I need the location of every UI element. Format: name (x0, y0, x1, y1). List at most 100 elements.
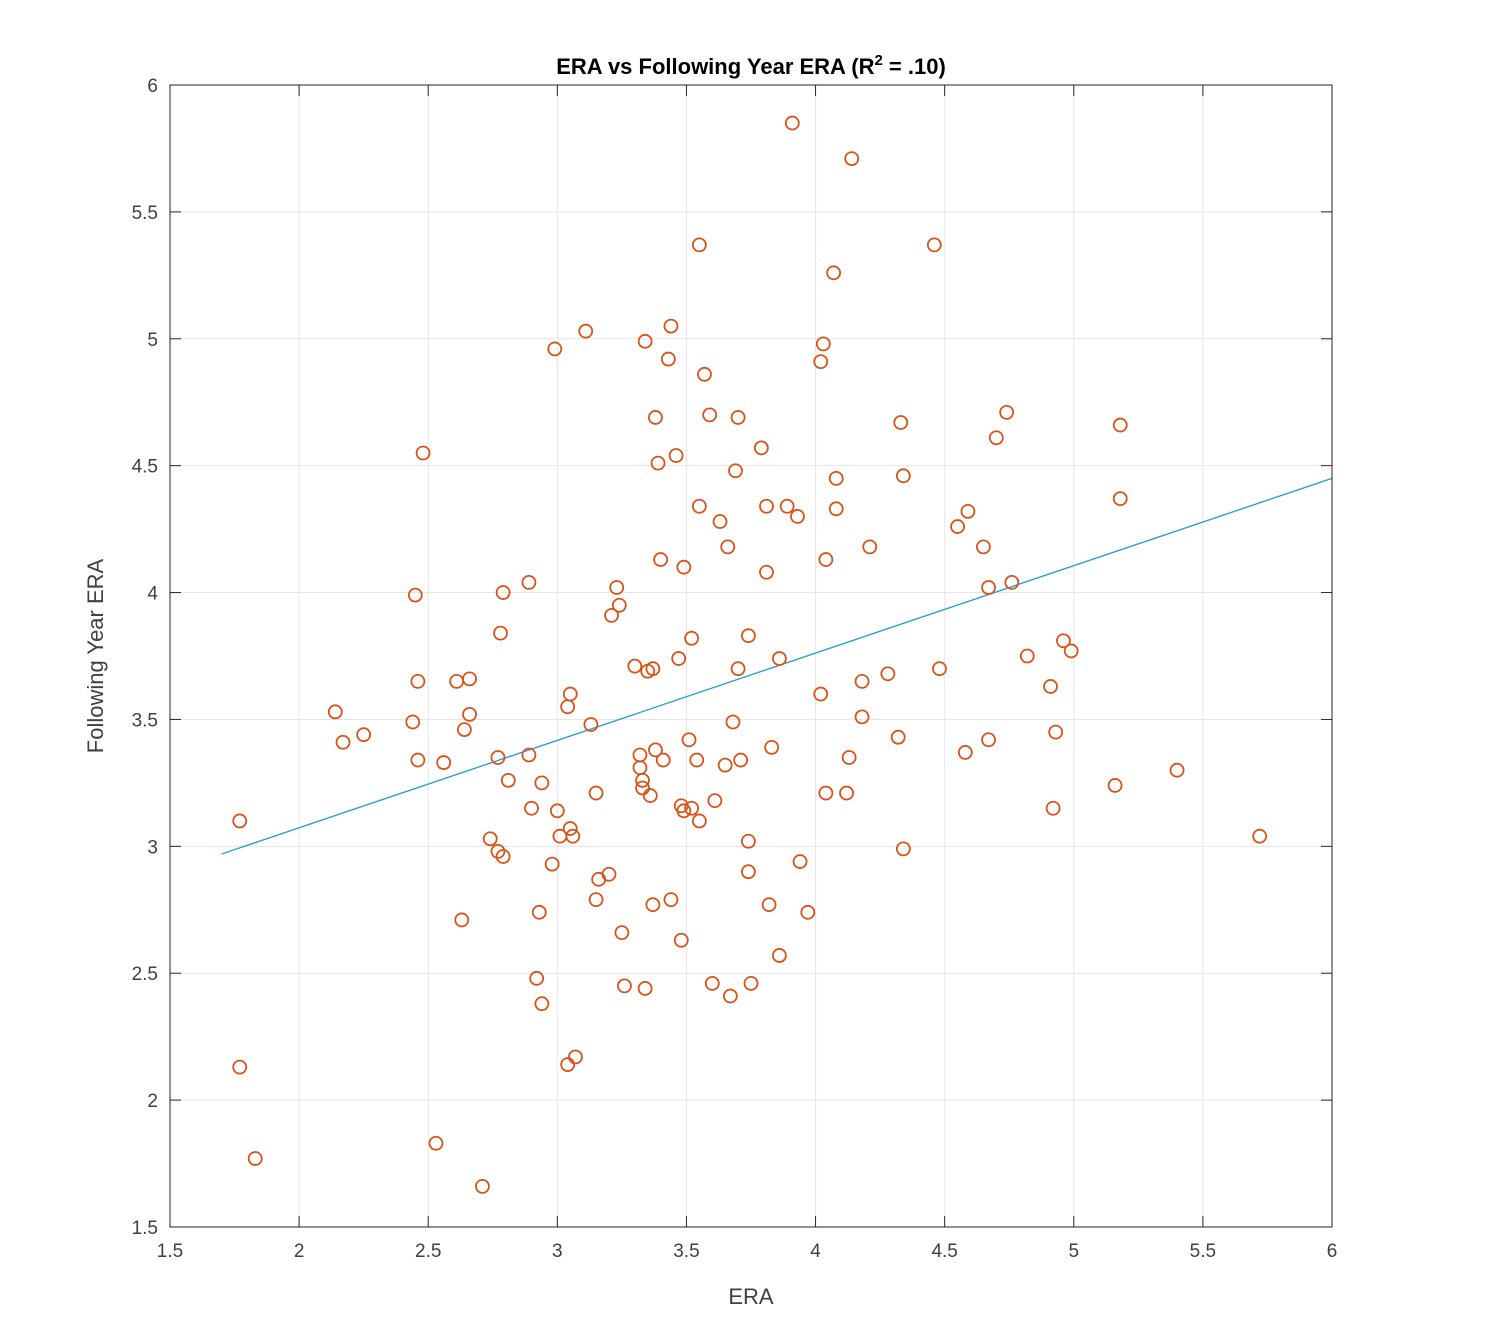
data-point (759, 498, 774, 514)
data-point (356, 727, 372, 743)
data-point (562, 686, 578, 702)
chart-title-main: ERA vs Following Year ERA (R (556, 54, 874, 79)
data-point (583, 717, 599, 732)
data-point (890, 729, 906, 745)
data-point (454, 912, 470, 928)
data-point (544, 856, 560, 872)
data-point (668, 448, 684, 463)
data-point (1252, 828, 1268, 844)
data-point (854, 709, 870, 725)
fit-line-layer (221, 477, 1333, 855)
data-point (663, 318, 679, 334)
x-tick-label: 1.5 (157, 1241, 183, 1262)
data-point (632, 747, 648, 763)
data-point (957, 745, 973, 760)
data-point (410, 673, 426, 689)
data-point (844, 151, 860, 166)
data-point (410, 752, 426, 768)
y-tick-label: 4 (147, 584, 158, 605)
data-point (521, 575, 537, 590)
data-point (327, 704, 343, 720)
data-point (784, 115, 800, 131)
data-point (893, 415, 909, 430)
x-tick-labels: 1.5 2 2.5 3 3.5 4 4.5 5 5.5 6 (157, 1241, 1338, 1262)
regression-fit-line (221, 477, 1333, 855)
data-point (560, 1057, 576, 1072)
data-point (462, 671, 477, 687)
data-point (642, 788, 658, 803)
data-point (232, 1059, 248, 1075)
data-point (632, 760, 648, 776)
data-point (880, 666, 896, 682)
data-point (717, 757, 733, 773)
data-point (743, 975, 759, 991)
data-point (1019, 648, 1035, 664)
data-point (565, 828, 581, 844)
y-axis-title: Following Year ERA (83, 558, 108, 753)
y-tick-label: 2.5 (132, 964, 158, 985)
data-point (1107, 778, 1123, 793)
data-point (813, 354, 829, 370)
data-point (671, 651, 687, 666)
data-point (601, 866, 617, 882)
data-point (988, 430, 1004, 446)
data-point (697, 366, 712, 382)
data-point (617, 978, 632, 994)
points-layer (232, 115, 1268, 1194)
data-point (841, 750, 857, 765)
data-point (1112, 491, 1128, 507)
data-point (428, 1135, 444, 1151)
data-point (691, 498, 707, 514)
data-point (660, 351, 676, 367)
data-point (753, 440, 769, 456)
ticks (169, 84, 1333, 1228)
y-tick-label: 5.5 (132, 203, 158, 224)
data-point (733, 752, 749, 768)
data-point (839, 785, 854, 801)
data-point (684, 800, 700, 816)
data-point (730, 410, 746, 425)
chart-title: ERA vs Following Year ERA (R2 = .10) (556, 52, 946, 79)
data-point (960, 503, 976, 519)
data-point (854, 673, 870, 689)
data-point (531, 904, 547, 920)
data-point (637, 333, 653, 349)
data-point (405, 714, 421, 730)
x-tick-label: 5.5 (1190, 1241, 1216, 1262)
data-point (663, 892, 679, 908)
data-point (818, 552, 834, 567)
data-point (707, 793, 723, 809)
data-point (1004, 575, 1020, 590)
data-point (562, 821, 578, 836)
data-point (635, 780, 650, 796)
data-point (895, 841, 911, 857)
data-point (981, 732, 996, 748)
chart-title-superscript: 2 (874, 52, 882, 69)
data-point (493, 625, 508, 641)
data-point (702, 407, 718, 423)
chart-title-end: = .10) (883, 54, 946, 79)
data-point (691, 813, 707, 829)
data-point (495, 849, 511, 864)
data-point (1043, 679, 1058, 694)
data-point (712, 514, 728, 529)
data-point (950, 519, 965, 534)
data-point (490, 844, 506, 859)
data-point (741, 864, 756, 880)
data-point (524, 800, 539, 816)
data-point (676, 559, 692, 575)
data-point (534, 775, 550, 791)
data-point (568, 1049, 583, 1065)
x-axis-title: ERA (728, 1284, 774, 1309)
x-tick-label: 5 (1068, 1241, 1079, 1262)
x-tick-label: 6 (1327, 1241, 1338, 1262)
data-point (611, 597, 627, 613)
x-tick-label: 3 (552, 1241, 563, 1262)
data-point (800, 904, 816, 920)
data-point (247, 1151, 263, 1166)
data-point (490, 750, 506, 765)
data-point (815, 336, 831, 352)
data-point (828, 470, 844, 486)
data-point (741, 628, 756, 644)
data-point (722, 988, 738, 1004)
